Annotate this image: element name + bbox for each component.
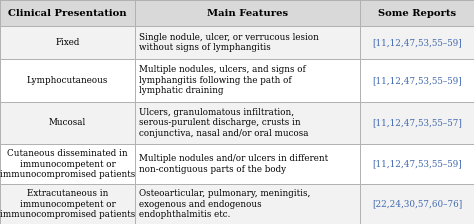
Text: [11,12,47,53,55–57]: [11,12,47,53,55–57] bbox=[372, 118, 462, 127]
Text: Mucosal: Mucosal bbox=[49, 118, 86, 127]
Text: Ulcers, granulomatous infiltration,
serous-purulent discharge, crusts in
conjunc: Ulcers, granulomatous infiltration, sero… bbox=[139, 108, 309, 138]
Text: Single nodule, ulcer, or verrucous lesion
without signs of lymphangitis: Single nodule, ulcer, or verrucous lesio… bbox=[139, 33, 319, 52]
Text: [22,24,30,57,60–76]: [22,24,30,57,60–76] bbox=[372, 200, 462, 209]
Bar bbox=[0, 101, 474, 144]
Text: Cutaneous disseminated in
immunocompetent or
immunocompromised patients: Cutaneous disseminated in immunocompeten… bbox=[0, 149, 135, 179]
Text: [11,12,47,53,55–59]: [11,12,47,53,55–59] bbox=[372, 38, 462, 47]
Text: Some Reports: Some Reports bbox=[378, 9, 456, 18]
Text: [11,12,47,53,55–59]: [11,12,47,53,55–59] bbox=[372, 76, 462, 85]
Text: [11,12,47,53,55–59]: [11,12,47,53,55–59] bbox=[372, 160, 462, 169]
Bar bbox=[0, 0, 474, 26]
Bar bbox=[0, 59, 474, 101]
Bar bbox=[0, 26, 474, 59]
Text: Lymphocutaneous: Lymphocutaneous bbox=[27, 76, 108, 85]
Text: Main Features: Main Features bbox=[207, 9, 288, 18]
Text: Multiple nodules, ulcers, and signs of
lymphangitis following the path of
lympha: Multiple nodules, ulcers, and signs of l… bbox=[139, 65, 306, 95]
Text: Clinical Presentation: Clinical Presentation bbox=[8, 9, 127, 18]
Bar bbox=[0, 144, 474, 184]
Text: Osteoarticular, pulmonary, meningitis,
exogenous and endogenous
endophthalmitis : Osteoarticular, pulmonary, meningitis, e… bbox=[139, 189, 310, 219]
Text: Multiple nodules and/or ulcers in different
non-contiguous parts of the body: Multiple nodules and/or ulcers in differ… bbox=[139, 154, 328, 174]
Text: Extracutaneous in
immunocompetent or
immunocompromised patients: Extracutaneous in immunocompetent or imm… bbox=[0, 189, 135, 219]
Text: Fixed: Fixed bbox=[55, 38, 80, 47]
Bar bbox=[0, 184, 474, 224]
